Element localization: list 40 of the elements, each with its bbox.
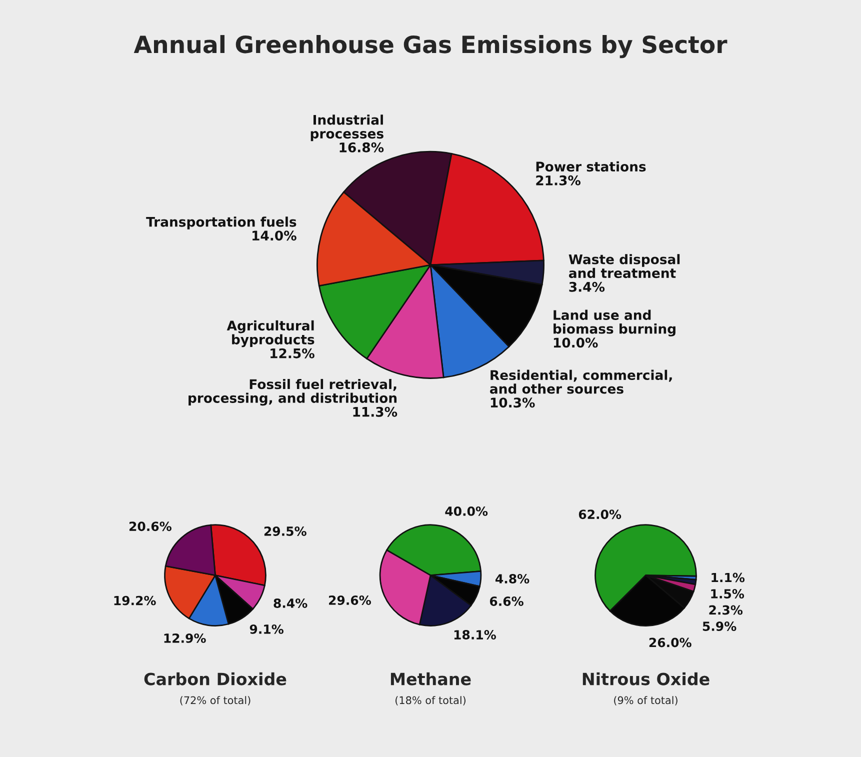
data-label: 12.9% [164,633,206,643]
data-label: 29.6% [329,596,371,605]
slice-label: Land use and biomass burning [554,310,676,336]
text: (9% of total) [614,696,678,706]
data-label: 3.4% [569,282,605,292]
data-label: 5.9% [702,622,736,631]
data-label: 10.0% [554,338,598,348]
text: Nitrous Oxide [582,672,710,686]
slice-label: Agricultural byproducts [226,320,314,348]
text: Methane [390,672,471,686]
data-label: 8.4% [274,598,308,608]
data-label: 6.6% [490,596,524,606]
data-label: 18.1% [454,630,496,640]
slice-label: Waste disposal and treatment [568,254,680,278]
text: (18% of total) [396,696,466,706]
data-label: 9.1% [250,624,284,634]
data-label: 12.5% [270,348,314,358]
data-label: 2.3% [709,605,743,615]
data-label: 26.0% [649,638,692,648]
slice-label: Power stations [536,161,646,172]
data-label: 14.0% [252,230,296,241]
slice-label: Transportation fuels [146,216,296,230]
text: Carbon Dioxide [144,672,286,686]
data-label: 62.0% [578,510,622,520]
data-label: 40.0% [445,506,488,516]
data-label: 1.5% [711,589,744,598]
chart-title: Annual Greenhouse Gas Emissions by Sector [134,35,728,58]
data-label: 4.8% [496,574,530,584]
data-label: 10.3% [490,398,535,408]
slice-label: Residential, commercial, and other sources [490,370,672,394]
data-label: 20.6% [129,522,172,532]
slice-label: Fossil fuel retrieval, processing, and distribution [188,378,397,406]
data-label: 1.1% [712,572,745,582]
data-label: 21.3% [536,175,581,186]
data-label: 19.2% [114,596,156,606]
text: (72% of total) [180,696,250,706]
data-label: 16.8% [340,142,384,152]
data-label: 29.5% [264,526,306,536]
data-label: 11.3% [353,406,398,417]
slice-label: Industrial processes [310,114,384,142]
